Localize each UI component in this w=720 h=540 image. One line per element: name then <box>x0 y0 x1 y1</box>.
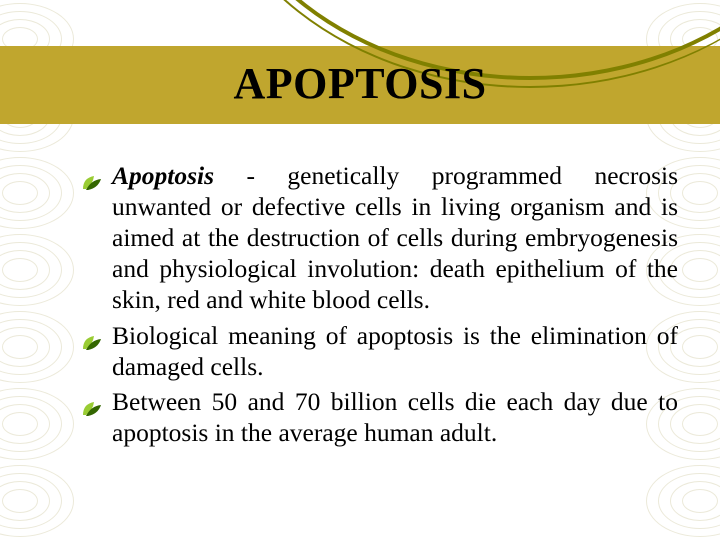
bullet-item: Biological meaning of apoptosis is the e… <box>82 320 678 382</box>
bullet-item: Apoptosis - genetically programmed necro… <box>82 160 678 316</box>
slide-title: APOPTOSIS <box>0 58 720 109</box>
leaf-bullet-icon <box>82 327 102 358</box>
leaf-bullet-icon <box>82 393 102 424</box>
leaf-bullet-icon <box>82 167 102 198</box>
bullet-text: Apoptosis - genetically programmed necro… <box>112 161 678 314</box>
bullet-list: Apoptosis - genetically programmed necro… <box>82 160 678 452</box>
bullet-item: Between 50 and 70 billion cells die each… <box>82 386 678 448</box>
bullet-text: Between 50 and 70 billion cells die each… <box>112 387 678 447</box>
bullet-text: Biological meaning of apoptosis is the e… <box>112 321 678 381</box>
